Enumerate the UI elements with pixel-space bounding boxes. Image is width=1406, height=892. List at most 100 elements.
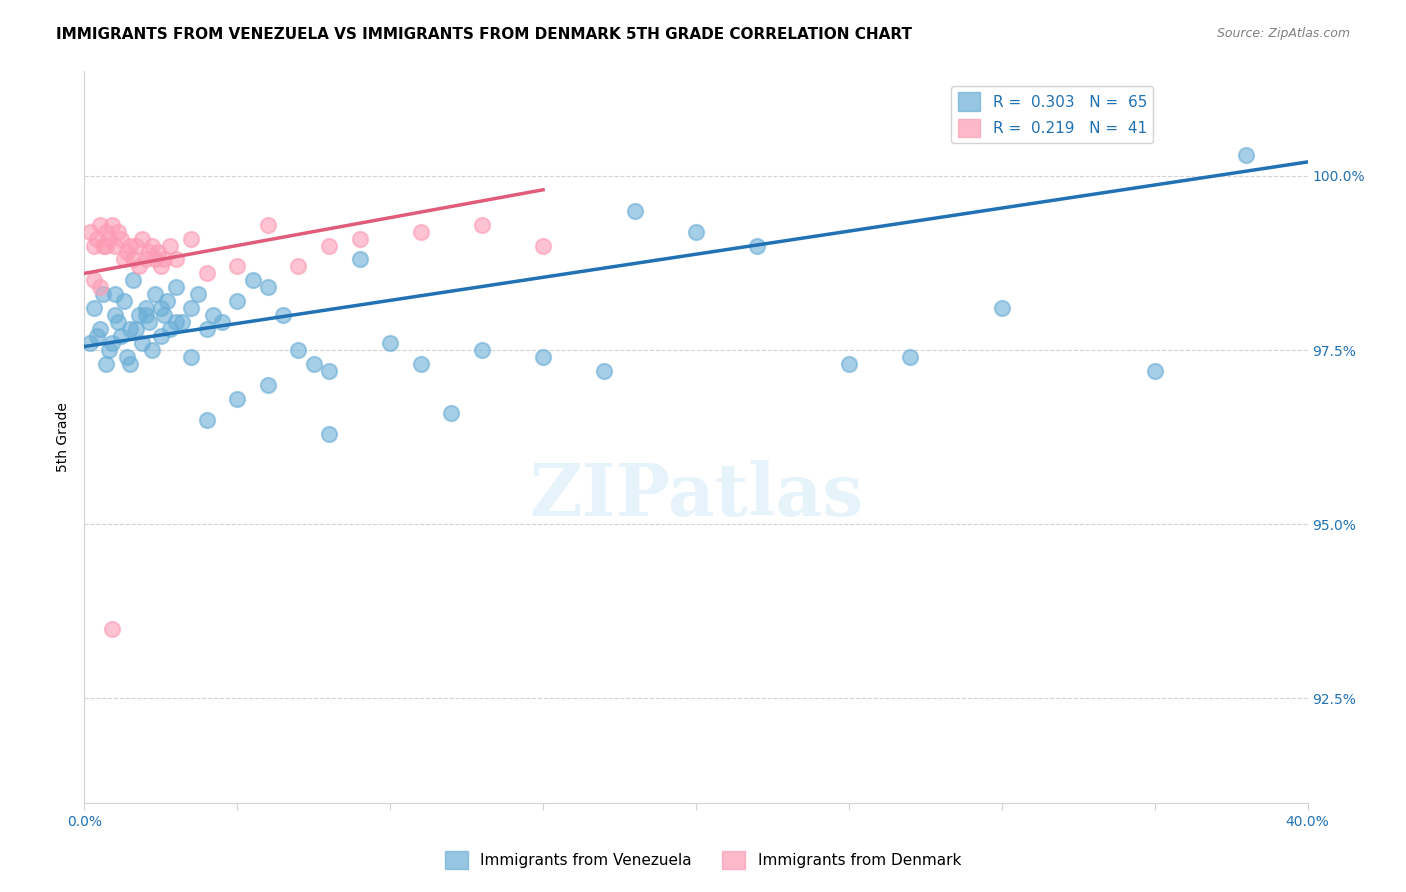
Point [146, 245, 169, 260]
Point [226, 392, 249, 406]
Point [318, 426, 340, 441]
Legend: Immigrants from Venezuela, Immigrants from Denmark: Immigrants from Venezuela, Immigrants fr… [439, 845, 967, 875]
Point [380, 336, 402, 351]
Point [101, 622, 124, 636]
Point [471, 343, 494, 357]
Point [318, 364, 340, 378]
Point [242, 273, 264, 287]
Point [131, 231, 153, 245]
Point [165, 280, 187, 294]
Point [180, 301, 202, 316]
Point [471, 218, 494, 232]
Point [89, 218, 111, 232]
Point [112, 252, 135, 267]
Text: ZIPatlas: ZIPatlas [529, 460, 863, 531]
Point [318, 238, 340, 252]
Point [153, 252, 176, 267]
Text: Source: ZipAtlas.com: Source: ZipAtlas.com [1216, 27, 1350, 40]
Point [112, 294, 135, 309]
Point [138, 315, 160, 329]
Point [94, 357, 117, 371]
Point [349, 252, 371, 267]
Point [128, 308, 150, 322]
Point [149, 260, 172, 274]
Text: IMMIGRANTS FROM VENEZUELA VS IMMIGRANTS FROM DENMARK 5TH GRADE CORRELATION CHART: IMMIGRANTS FROM VENEZUELA VS IMMIGRANTS … [56, 27, 912, 42]
Point [195, 412, 218, 426]
Point [83, 301, 105, 316]
Point [122, 273, 145, 287]
Point [141, 343, 163, 357]
Point [172, 315, 194, 329]
Point [302, 357, 325, 371]
Point [122, 252, 145, 267]
Point [685, 225, 707, 239]
Point [79, 225, 101, 239]
Point [83, 273, 105, 287]
Point [211, 315, 233, 329]
Point [159, 238, 181, 252]
Point [226, 260, 249, 274]
Point [991, 301, 1014, 316]
Point [138, 245, 160, 260]
Point [101, 336, 124, 351]
Point [141, 238, 163, 252]
Point [86, 231, 108, 245]
Point [195, 322, 218, 336]
Point [531, 238, 554, 252]
Point [120, 322, 142, 336]
Point [135, 252, 157, 267]
Point [159, 322, 181, 336]
Point [104, 287, 127, 301]
Point [110, 329, 132, 343]
Point [287, 343, 309, 357]
Point [201, 308, 224, 322]
Point [186, 287, 208, 301]
Point [94, 225, 117, 239]
Point [257, 377, 280, 392]
Point [89, 280, 111, 294]
Point [165, 315, 187, 329]
Point [440, 406, 463, 420]
Point [349, 231, 371, 245]
Point [149, 301, 172, 316]
Point [125, 238, 148, 252]
Point [135, 308, 157, 322]
Point [156, 294, 179, 309]
Point [115, 350, 138, 364]
Point [409, 357, 432, 371]
Point [91, 238, 114, 252]
Point [287, 260, 309, 274]
Point [125, 322, 148, 336]
Point [104, 308, 127, 322]
Point [91, 287, 114, 301]
Point [101, 218, 124, 232]
Point [271, 308, 294, 322]
Point [79, 336, 101, 351]
Point [110, 231, 132, 245]
Point [593, 364, 616, 378]
Point [107, 225, 129, 239]
Point [120, 238, 142, 252]
Point [131, 336, 153, 351]
Point [149, 329, 172, 343]
Point [97, 343, 120, 357]
Point [104, 238, 127, 252]
Point [128, 260, 150, 274]
Point [153, 308, 176, 322]
Legend: R =  0.303   N =  65, R =  0.219   N =  41: R = 0.303 N = 65, R = 0.219 N = 41 [952, 87, 1153, 144]
Point [94, 238, 117, 252]
Point [115, 245, 138, 260]
Point [1143, 364, 1166, 378]
Point [107, 315, 129, 329]
Point [165, 252, 187, 267]
Point [838, 357, 860, 371]
Point [86, 329, 108, 343]
Point [180, 350, 202, 364]
Point [898, 350, 921, 364]
Point [195, 266, 218, 280]
Point [624, 203, 647, 218]
Point [226, 294, 249, 309]
Point [83, 238, 105, 252]
Y-axis label: 5th Grade: 5th Grade [56, 402, 70, 472]
Point [89, 322, 111, 336]
